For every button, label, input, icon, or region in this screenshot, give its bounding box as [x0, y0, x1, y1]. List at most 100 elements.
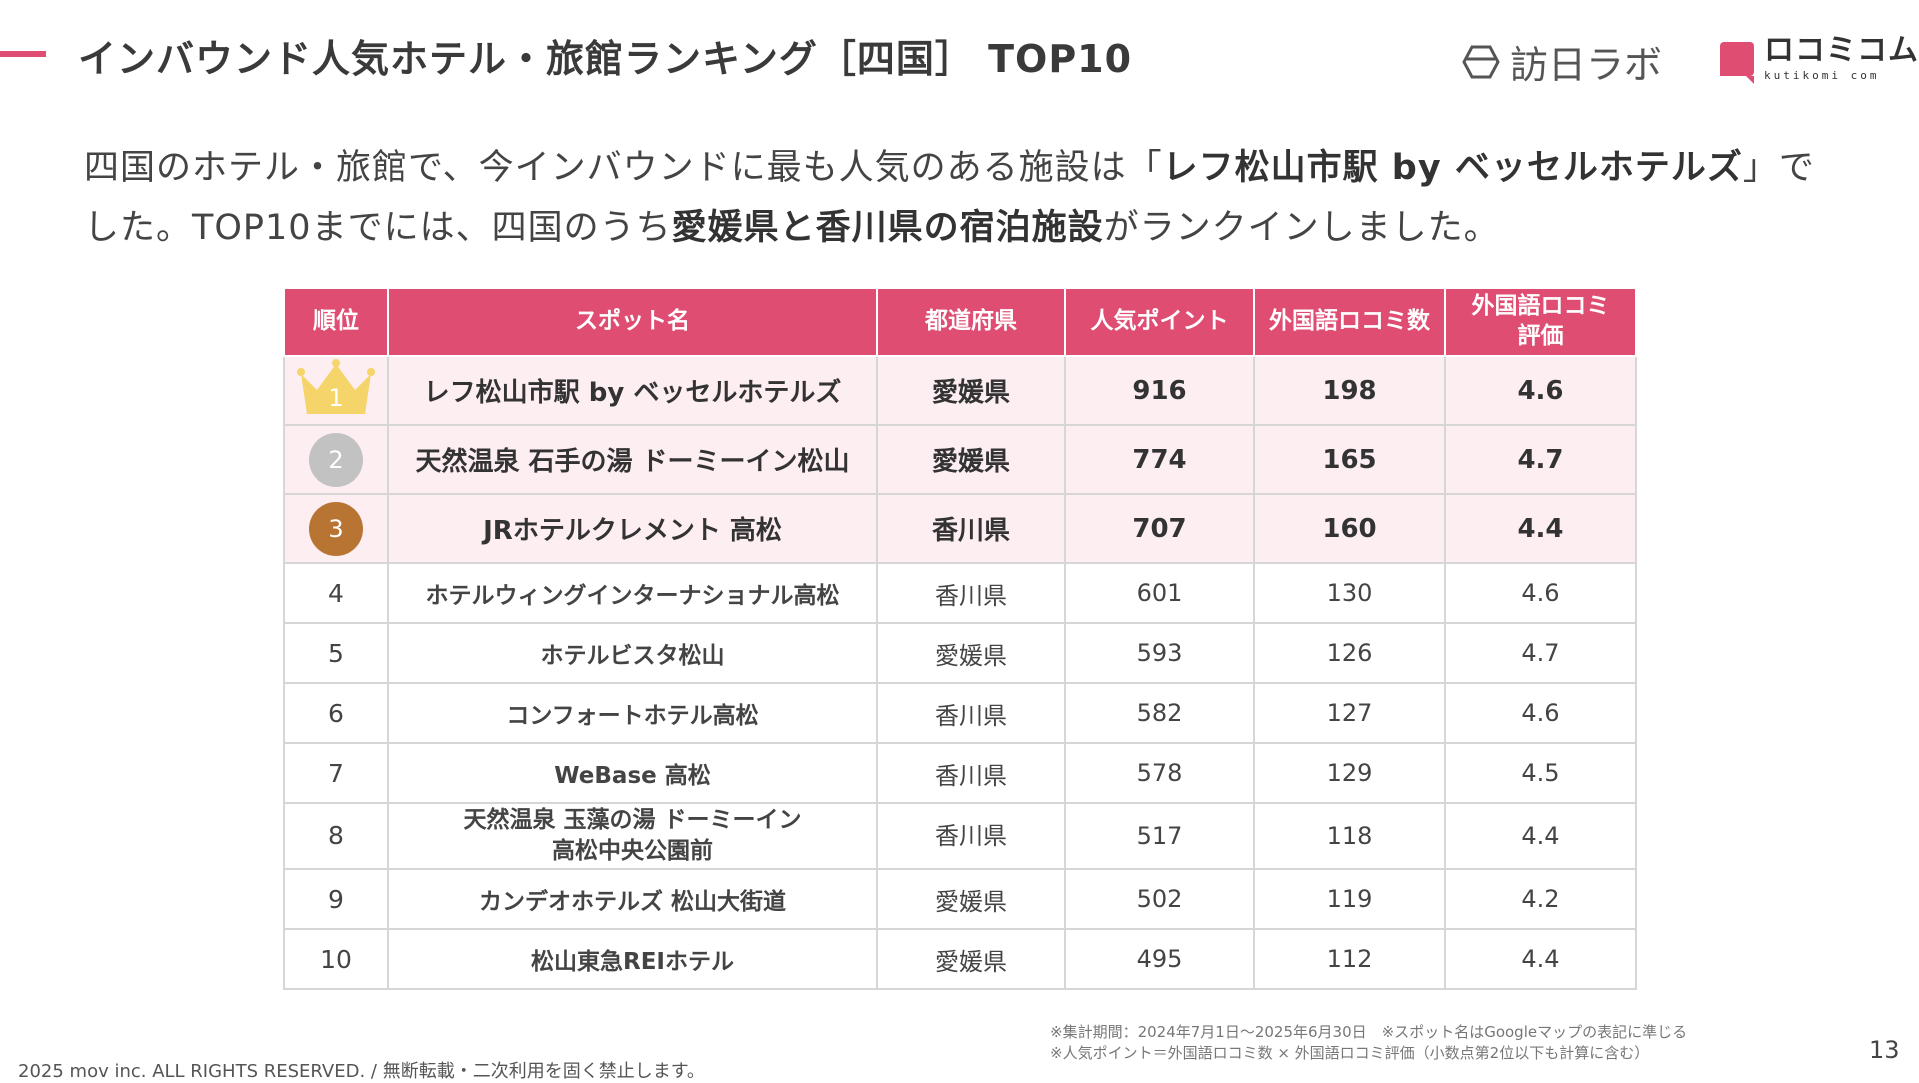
spot-name: カンデオホテルズ 松山大街道	[387, 868, 878, 930]
review-count: 130	[1253, 562, 1446, 624]
review-count: 126	[1253, 622, 1446, 684]
prefecture: 愛媛県	[876, 355, 1066, 426]
rank-cell: 5	[283, 622, 389, 684]
table-row: 4 ホテルウィングインターナショナル高松 香川県 601 130 4.6	[283, 562, 1637, 624]
prefecture: 愛媛県	[876, 622, 1066, 684]
rank-cell: 10	[283, 928, 389, 990]
header-review-rating: 外国語ロコミ 評価	[1444, 287, 1637, 357]
table-row: 1 レフ松山市駅 by ベッセルホテルズ 愛媛県 916 198 4.6	[283, 355, 1637, 426]
table-row: 10 松山東急REIホテル 愛媛県 495 112 4.4	[283, 928, 1637, 990]
page-title: インバウンド人気ホテル・旅館ランキング［四国］ TOP10	[78, 37, 1133, 81]
review-count: 129	[1253, 742, 1446, 804]
review-rating: 4.6	[1444, 562, 1637, 624]
rank-cell: 4	[283, 562, 389, 624]
header-spot-name: スポット名	[387, 287, 878, 357]
header-prefecture: 都道府県	[876, 287, 1066, 357]
prefecture: 香川県	[876, 682, 1066, 744]
prefecture: 香川県	[876, 493, 1066, 564]
kuchikomi-com-logo: ロコミコム kutikomi com	[1720, 33, 1919, 84]
popularity-points: 517	[1064, 802, 1255, 870]
kuchikomi-logo-subtext: kutikomi com	[1764, 69, 1880, 82]
review-rating: 4.6	[1444, 355, 1637, 426]
intro-text-1: 四国のホテル・旅館で、今インバウンドに最も人気のある施設は「	[84, 148, 1163, 188]
spot-name: WeBase 高松	[387, 742, 878, 804]
table-row: 2 天然温泉 石手の湯 ドーミーイン松山 愛媛県 774 165 4.7	[283, 424, 1637, 495]
spot-name: レフ松山市駅 by ベッセルホテルズ	[387, 355, 878, 426]
review-count: 198	[1253, 355, 1446, 426]
review-rating: 4.4	[1444, 802, 1637, 870]
header-rating-line2: 評価	[1517, 323, 1564, 349]
popularity-points: 502	[1064, 868, 1255, 930]
footnotes: ※集計期間：2024年7月1日〜2025年6月30日 ※スポット名はGoogle…	[1050, 1022, 1687, 1064]
review-count: 160	[1253, 493, 1446, 564]
spot-name: 天然温泉 玉藻の湯 ドーミーイン 高松中央公園前	[387, 802, 878, 870]
review-count: 112	[1253, 928, 1446, 990]
rank-cell: 8	[283, 802, 389, 870]
rank-cell: 6	[283, 682, 389, 744]
header-review-count: 外国語ロコミ数	[1253, 287, 1446, 357]
review-count: 165	[1253, 424, 1446, 495]
table-row: 8 天然温泉 玉藻の湯 ドーミーイン 高松中央公園前 香川県 517 118 4.…	[283, 802, 1637, 870]
popularity-points: 578	[1064, 742, 1255, 804]
spot-name: 天然温泉 石手の湯 ドーミーイン松山	[387, 424, 878, 495]
review-rating: 4.7	[1444, 424, 1637, 495]
table-header-row: 順位 スポット名 都道府県 人気ポイント 外国語ロコミ数 外国語ロコミ 評価	[283, 287, 1637, 357]
table-row: 6 コンフォートホテル高松 香川県 582 127 4.6	[283, 682, 1637, 744]
prefecture: 愛媛県	[876, 928, 1066, 990]
spot-name: ホテルビスタ松山	[387, 622, 878, 684]
intro-highlight-prefectures: 愛媛県と香川県の宿泊施設	[671, 208, 1104, 248]
popularity-points: 593	[1064, 622, 1255, 684]
accent-bar	[0, 51, 46, 57]
ranking-table: 順位 スポット名 都道府県 人気ポイント 外国語ロコミ数 外国語ロコミ 評価 1	[283, 287, 1637, 990]
footnote-line2: ※人気ポイント＝外国語ロコミ数 × 外国語ロコミ評価（小数点第2位以下も計算に含…	[1050, 1044, 1650, 1062]
review-rating: 4.5	[1444, 742, 1637, 804]
header-popularity-points: 人気ポイント	[1064, 287, 1255, 357]
spot-name: コンフォートホテル高松	[387, 682, 878, 744]
popularity-points: 495	[1064, 928, 1255, 990]
prefecture: 愛媛県	[876, 424, 1066, 495]
intro-paragraph: 四国のホテル・旅館で、今インバウンドに最も人気のある施設は「レフ松山市駅 by …	[84, 138, 1844, 258]
copyright: 2025 mov inc. ALL RIGHTS RESERVED. / 無断転…	[18, 1061, 705, 1082]
spot-name: 松山東急REIホテル	[387, 928, 878, 990]
popularity-points: 601	[1064, 562, 1255, 624]
intro-highlight-top-hotel: レフ松山市駅 by ベッセルホテルズ	[1162, 148, 1743, 188]
table-row: 5 ホテルビスタ松山 愛媛県 593 126 4.7	[283, 622, 1637, 684]
popularity-points: 916	[1064, 355, 1255, 426]
rank-cell: 9	[283, 868, 389, 930]
rank-cell: 2	[283, 424, 389, 495]
page-number: 13	[1869, 1036, 1900, 1064]
review-rating: 4.6	[1444, 682, 1637, 744]
table-row: 9 カンデオホテルズ 松山大街道 愛媛県 502 119 4.2	[283, 868, 1637, 930]
review-count: 118	[1253, 802, 1446, 870]
rank-cell: 1	[283, 355, 389, 426]
spot-name: JRホテルクレメント 高松	[387, 493, 878, 564]
table-row: 7 WeBase 高松 香川県 578 129 4.5	[283, 742, 1637, 804]
spot-name-line1: 天然温泉 玉藻の湯 ドーミーイン	[463, 806, 802, 833]
houjin-labo-logo: 訪日ラボ	[1462, 34, 1662, 89]
prefecture: 香川県	[876, 802, 1066, 870]
review-rating: 4.4	[1444, 928, 1637, 990]
rank-cell: 7	[283, 742, 389, 804]
popularity-points: 774	[1064, 424, 1255, 495]
footnote-line1: ※集計期間：2024年7月1日〜2025年6月30日 ※スポット名はGoogle…	[1050, 1023, 1688, 1041]
popularity-points: 707	[1064, 493, 1255, 564]
speech-bubble-icon	[1720, 41, 1754, 84]
kuchikomi-logo-text: ロコミコム	[1764, 33, 1919, 68]
houjin-labo-logo-text: 訪日ラボ	[1510, 43, 1663, 87]
review-count: 127	[1253, 682, 1446, 744]
spot-name: ホテルウィングインターナショナル高松	[387, 562, 878, 624]
silver-medal-icon: 2	[309, 432, 363, 487]
review-count: 119	[1253, 868, 1446, 930]
prefecture: 香川県	[876, 742, 1066, 804]
intro-text-2: 」でした。TOP10までには、四国のうち	[84, 148, 1815, 248]
prefecture: 愛媛県	[876, 868, 1066, 930]
popularity-points: 582	[1064, 682, 1255, 744]
review-rating: 4.4	[1444, 493, 1637, 564]
spot-name-line2: 高松中央公園前	[552, 838, 713, 864]
rank-cell: 3	[283, 493, 389, 564]
crown-icon: 1	[297, 358, 375, 416]
rank-number: 1	[328, 384, 344, 412]
hexagon-icon	[1462, 45, 1500, 78]
header-rating-line1: 外国語ロコミ	[1471, 293, 1610, 320]
header-rank: 順位	[283, 287, 389, 357]
